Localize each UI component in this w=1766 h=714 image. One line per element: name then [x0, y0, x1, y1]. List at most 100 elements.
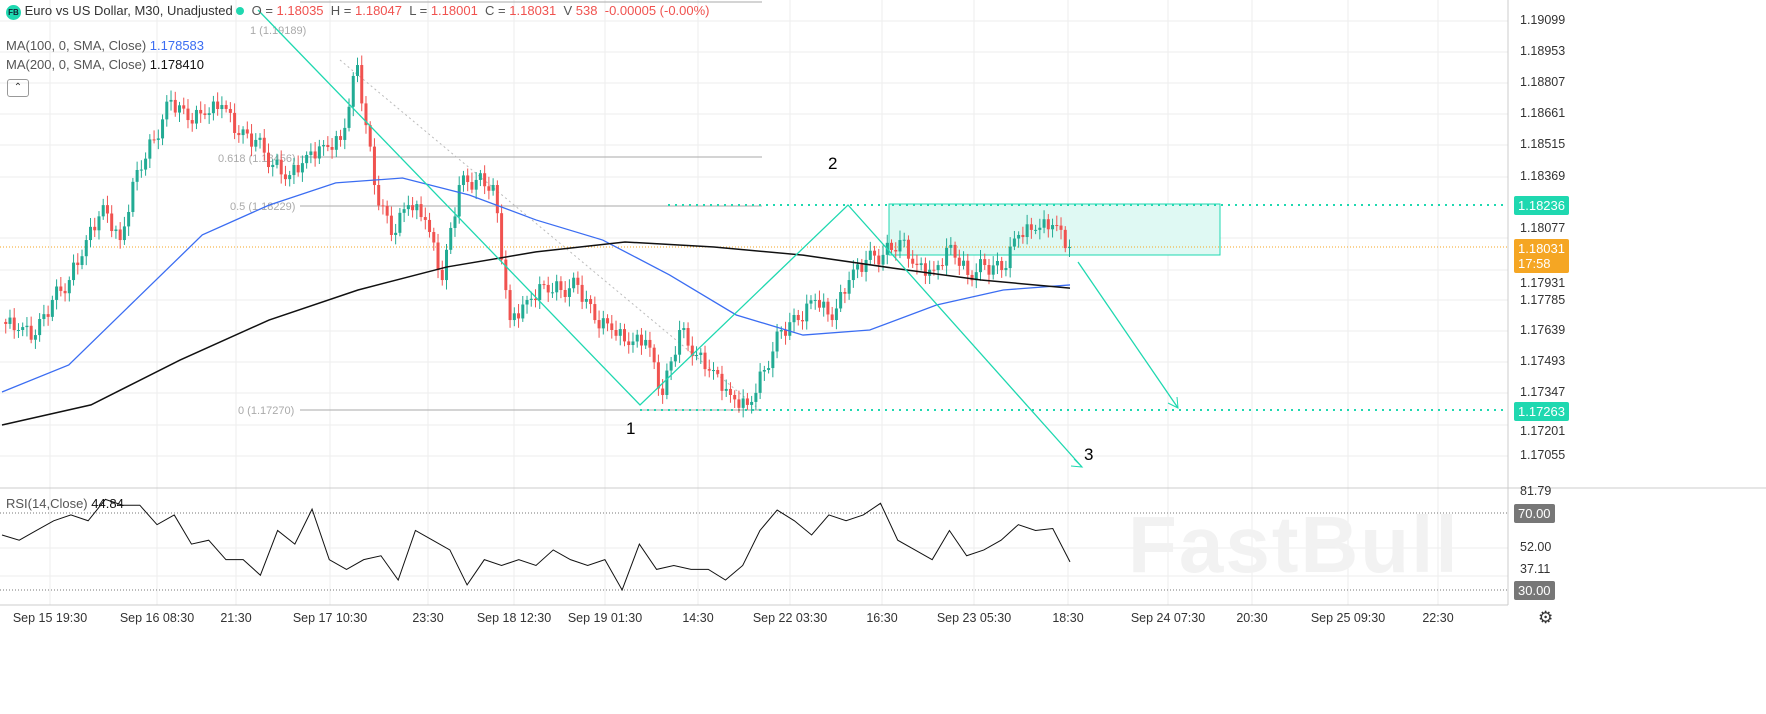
- candle: [110, 205, 114, 238]
- time-axis-label: Sep 15 19:30: [12, 611, 88, 625]
- price-axis-label: 1.17639: [1520, 323, 1566, 337]
- candle: [283, 165, 287, 186]
- candle: [563, 281, 567, 303]
- time-axis-label: Sep 18 12:30: [476, 611, 552, 625]
- candle: [1046, 214, 1050, 238]
- candle: [80, 249, 84, 270]
- candle: [59, 276, 63, 297]
- candle: [139, 160, 143, 178]
- candle: [194, 105, 198, 130]
- candle: [1000, 256, 1004, 278]
- settings-gear-icon[interactable]: ⚙: [1538, 608, 1554, 627]
- candle: [639, 328, 643, 355]
- candle: [63, 283, 67, 302]
- candle: [262, 129, 266, 161]
- price-axis-label: 1.18661: [1520, 106, 1566, 120]
- support-price-badge: 1.17263: [1514, 402, 1569, 421]
- rsi-label: RSI(14,Close): [6, 496, 88, 511]
- candle: [182, 97, 186, 115]
- candle: [148, 134, 152, 169]
- candle: [495, 180, 499, 223]
- candle: [207, 107, 211, 124]
- candle: [974, 263, 978, 289]
- rsi-value: 44.84: [91, 496, 124, 511]
- candle: [991, 256, 995, 280]
- candle: [211, 95, 215, 121]
- price-axis-label: 1.18807: [1520, 75, 1566, 89]
- candle: [1029, 217, 1033, 239]
- candle: [690, 336, 694, 366]
- fib-0-label: 0 (1.17270): [238, 405, 294, 417]
- candle: [678, 320, 682, 363]
- wave-label-1: 1: [626, 419, 635, 438]
- candle: [733, 390, 737, 408]
- candle: [415, 200, 419, 220]
- low-label: L =: [409, 3, 428, 18]
- candle: [703, 345, 707, 377]
- candle: [500, 204, 504, 265]
- candle: [144, 152, 148, 176]
- candle: [550, 282, 554, 298]
- candle: [21, 322, 25, 337]
- candle: [483, 165, 487, 195]
- price-axis-label: 1.17347: [1520, 385, 1566, 399]
- time-axis-label: Sep 23 05:30: [936, 611, 1012, 625]
- fib-05-label: 0.5 (1.18229): [230, 201, 295, 213]
- candle: [67, 276, 71, 302]
- ma100-legend[interactable]: MA(100, 0, SMA, Close) 1.178583: [6, 38, 204, 53]
- candle: [898, 230, 902, 259]
- fib-retracement[interactable]: [300, 1, 762, 411]
- candle: [716, 366, 720, 378]
- candle: [389, 206, 393, 242]
- rsi-line: [1, 498, 1071, 592]
- candle: [712, 362, 715, 380]
- candle: [1051, 218, 1055, 238]
- candle: [356, 57, 359, 83]
- candle: [1068, 239, 1071, 258]
- candle: [593, 296, 597, 324]
- candle: [364, 96, 368, 134]
- candle: [525, 295, 529, 314]
- candle: [584, 290, 588, 309]
- candle: [580, 275, 584, 310]
- candle: [453, 207, 457, 237]
- candle: [169, 90, 173, 111]
- candle: [572, 272, 576, 293]
- candle: [822, 293, 826, 317]
- candle: [813, 293, 817, 310]
- candle: [250, 124, 254, 157]
- candle: [940, 258, 944, 270]
- ma200-legend[interactable]: MA(200, 0, SMA, Close) 1.178410: [6, 57, 204, 72]
- candle: [949, 237, 953, 256]
- wave-pattern[interactable]: [257, 9, 1083, 468]
- collapse-legend-button[interactable]: ⌃: [7, 79, 29, 97]
- candle: [161, 114, 165, 146]
- time-axis-label: Sep 25 09:30: [1310, 611, 1386, 625]
- candle: [597, 310, 601, 338]
- candle: [491, 178, 495, 196]
- status-dot-icon: [236, 7, 245, 15]
- candle: [237, 125, 241, 143]
- rsi-legend[interactable]: RSI(14,Close) 44.84: [6, 496, 124, 511]
- candle: [648, 331, 652, 357]
- high-label: H =: [330, 3, 352, 18]
- candle: [792, 308, 796, 332]
- candle: [771, 341, 775, 378]
- candle: [432, 227, 436, 251]
- candle: [470, 172, 474, 194]
- projection-arrow[interactable]: [1077, 261, 1179, 409]
- candle: [385, 200, 389, 224]
- candle: [97, 211, 101, 240]
- candle: [449, 222, 453, 254]
- candle: [394, 223, 398, 245]
- candle: [55, 279, 59, 310]
- current-price: 1.18031: [1518, 241, 1565, 256]
- ma200-line: [1, 241, 1071, 426]
- candle: [12, 308, 16, 339]
- current-price-badge: 1.18031 17:58: [1514, 239, 1569, 273]
- candle: [673, 346, 677, 367]
- close-value: 1.18031: [509, 3, 557, 18]
- open-label: O =: [251, 3, 273, 18]
- time-axis-label: Sep 22 03:30: [752, 611, 828, 625]
